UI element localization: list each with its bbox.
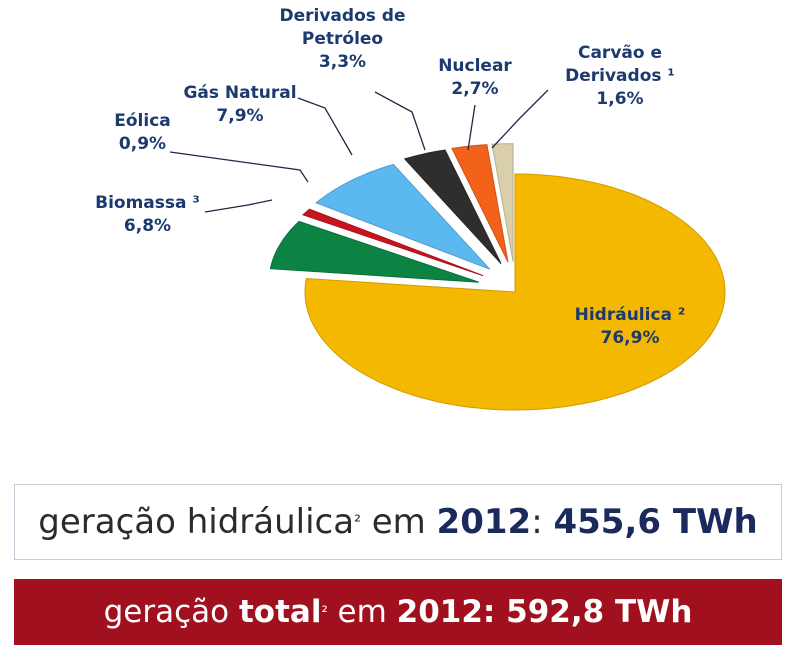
category-label: Derivados de Petróleo <box>279 6 406 49</box>
leader-line <box>169 151 309 183</box>
slice <box>451 144 509 263</box>
slice-label: Gás Natural 7,9% <box>180 82 300 128</box>
value-label: 2,7% <box>451 79 499 99</box>
category-label: Eólica <box>114 111 171 131</box>
leader-line <box>467 104 476 151</box>
value-label: 7,9% <box>216 106 264 126</box>
slice <box>304 173 726 411</box>
slice-label: Nuclear 2,7% <box>425 55 525 101</box>
value-label: 0,9% <box>118 134 167 154</box>
leader-line <box>297 97 353 156</box>
slice-label: Biomassa ³ 6,8% <box>85 192 210 238</box>
slice-label: Carvão e Derivados ¹ 1,6% <box>560 42 680 111</box>
slice <box>491 143 514 262</box>
box-text: em <box>327 594 397 630</box>
slice-label: Eólica 0,9% <box>95 110 190 156</box>
category-label: Nuclear <box>438 56 512 76</box>
footnote: ² <box>321 603 328 621</box>
category-label: Biomassa ³ <box>95 193 200 213</box>
value-label: 3,3% <box>318 52 367 72</box>
leader-line <box>204 199 273 213</box>
category-label: Carvão e Derivados ¹ <box>565 43 675 86</box>
slice <box>403 149 502 265</box>
hydro-box: geração hidráulica ² em 2012: 455,6 TWh <box>14 484 782 560</box>
slice-label: Derivados de Petróleo 3,3% <box>270 5 415 74</box>
value-label: 76,9% <box>600 328 660 348</box>
box-text: : <box>531 502 554 542</box>
box-text: geração <box>103 594 239 630</box>
box-text: em <box>360 502 437 542</box>
category-label: Gás Natural <box>183 83 297 103</box>
footnote: ² <box>354 512 361 532</box>
box-value: 2012: 592,8 TWh <box>396 594 693 630</box>
total-box: geração total ² em 2012: 592,8 TWh <box>14 579 782 645</box>
chart <box>169 89 726 438</box>
slice-label: Hidráulica ² 76,9% <box>545 304 715 350</box>
slice <box>315 163 491 270</box>
value-label: 1,6% <box>596 89 644 109</box>
category-label: Hidráulica ² <box>574 305 686 325</box>
leader-line <box>374 91 426 151</box>
slice <box>302 208 484 277</box>
box-text: total <box>238 594 322 630</box>
leader-line <box>491 89 549 149</box>
box-text: geração hidráulica <box>38 502 355 542</box>
value-label: 6,8% <box>123 216 172 236</box>
box-year: 2012 <box>436 502 532 542</box>
slice <box>269 220 480 283</box>
box-value: 455,6 TWh <box>553 502 758 542</box>
